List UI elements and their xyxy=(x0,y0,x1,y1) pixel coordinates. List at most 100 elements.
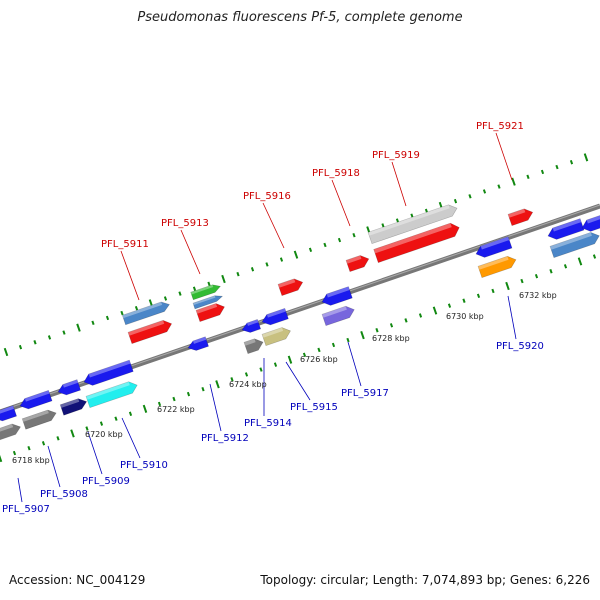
gene-arrow xyxy=(19,390,53,410)
major-tick xyxy=(221,274,226,284)
minor-tick xyxy=(27,445,31,451)
minor-tick xyxy=(33,340,37,345)
minor-tick xyxy=(540,169,545,175)
minor-tick xyxy=(395,218,400,223)
tick-label: 6720 kbp xyxy=(85,430,123,439)
gene-arrow xyxy=(21,409,57,430)
gene-label-pfl_5907[interactable]: PFL_5907 xyxy=(2,504,50,515)
major-tick xyxy=(215,380,220,389)
gene-label-pfl_5916[interactable]: PFL_5916 xyxy=(243,191,291,202)
label-leader-line xyxy=(121,417,141,459)
minor-tick xyxy=(520,278,524,284)
minor-tick xyxy=(186,391,191,397)
minor-tick xyxy=(337,237,342,243)
label-leader-line xyxy=(331,179,351,227)
gene-label-pfl_5914[interactable]: PFL_5914 xyxy=(244,418,292,429)
minor-tick xyxy=(404,318,408,323)
minor-tick xyxy=(410,213,414,218)
minor-tick xyxy=(375,328,379,333)
gene-arrow xyxy=(0,405,17,422)
major-tick xyxy=(432,306,438,315)
minor-tick xyxy=(56,436,60,441)
minor-tick xyxy=(114,416,118,421)
minor-tick xyxy=(85,426,89,431)
label-leader-line xyxy=(47,445,61,488)
gene-label-pfl_5912[interactable]: PFL_5912 xyxy=(201,433,249,444)
gene-arrow xyxy=(321,286,353,306)
minor-tick xyxy=(273,362,278,367)
gene-arrow xyxy=(373,222,460,264)
minor-tick xyxy=(250,267,255,272)
minor-tick xyxy=(201,386,205,392)
gene-arrow xyxy=(547,218,585,240)
minor-tick xyxy=(331,342,336,348)
minor-tick xyxy=(244,372,249,377)
tick-label: 6728 kbp xyxy=(372,334,410,343)
gene-features xyxy=(0,204,600,442)
gene-label-pfl_5919[interactable]: PFL_5919 xyxy=(372,150,420,161)
minor-tick xyxy=(18,344,23,350)
gene-arrow xyxy=(345,255,370,273)
tick-label: 6726 kbp xyxy=(300,355,338,364)
minor-tick xyxy=(265,262,269,267)
major-tick xyxy=(293,250,299,259)
gene-arrow xyxy=(190,284,221,301)
major-tick xyxy=(511,177,516,186)
minor-tick xyxy=(424,208,429,214)
minor-tick xyxy=(62,330,66,335)
minor-tick xyxy=(128,411,133,416)
label-leader-line xyxy=(209,383,222,432)
gene-arrow xyxy=(367,204,458,245)
gene-label-pfl_5913[interactable]: PFL_5913 xyxy=(161,218,209,229)
minor-tick xyxy=(462,298,466,303)
minor-tick xyxy=(207,281,211,287)
gene-arrow xyxy=(243,338,264,355)
gene-arrow xyxy=(187,336,209,351)
minor-tick xyxy=(346,337,350,343)
gene-arrow xyxy=(261,307,289,326)
gene-label-pfl_5917[interactable]: PFL_5917 xyxy=(341,388,389,399)
gene-arrow xyxy=(321,305,355,327)
minor-tick xyxy=(157,401,162,407)
label-leaders xyxy=(17,132,517,503)
tick-label: 6718 kbp xyxy=(12,456,50,465)
gene-label-pfl_5921[interactable]: PFL_5921 xyxy=(476,121,524,132)
lower-dotted-scale xyxy=(0,254,597,463)
tick-label: 6722 kbp xyxy=(157,405,195,414)
map-title: Pseudomonas fluorescens Pf-5, complete g… xyxy=(137,10,463,25)
gene-label-pfl_5915[interactable]: PFL_5915 xyxy=(290,402,338,413)
minor-tick xyxy=(47,335,52,340)
minor-tick xyxy=(569,160,574,165)
major-tick xyxy=(583,153,589,162)
gene-arrow xyxy=(0,423,21,442)
label-leader-line xyxy=(87,431,103,475)
major-tick xyxy=(70,429,75,438)
gene-arrow xyxy=(581,214,600,232)
gene-label-pfl_5910[interactable]: PFL_5910 xyxy=(120,460,168,471)
minor-tick xyxy=(317,347,321,353)
tick-label: 6724 kbp xyxy=(229,380,267,389)
minor-tick xyxy=(259,367,263,372)
minor-tick xyxy=(389,323,394,328)
gene-label-pfl_5920[interactable]: PFL_5920 xyxy=(496,341,544,352)
gene-label-pfl_5918[interactable]: PFL_5918 xyxy=(312,168,360,179)
gene-arrow xyxy=(261,327,291,347)
genome-summary-text: Topology: circular; Length: 7,074,893 bp… xyxy=(260,573,590,587)
gene-arrow xyxy=(507,208,534,227)
minor-tick xyxy=(534,273,539,279)
tick-label: 6732 kbp xyxy=(519,291,557,300)
minor-tick xyxy=(563,264,568,269)
label-leader-line xyxy=(262,202,285,249)
major-tick xyxy=(142,404,148,413)
gene-arrow xyxy=(549,232,600,259)
minor-tick xyxy=(308,247,313,253)
major-tick xyxy=(76,323,81,332)
gene-label-pfl_5908[interactable]: PFL_5908 xyxy=(40,489,88,500)
upper-dotted-scale xyxy=(3,153,589,357)
gene-label-pfl_5909[interactable]: PFL_5909 xyxy=(82,476,130,487)
minor-tick xyxy=(381,223,385,228)
minor-tick xyxy=(105,315,110,321)
major-tick xyxy=(577,257,583,266)
gene-label-pfl_5911[interactable]: PFL_5911 xyxy=(101,239,149,250)
